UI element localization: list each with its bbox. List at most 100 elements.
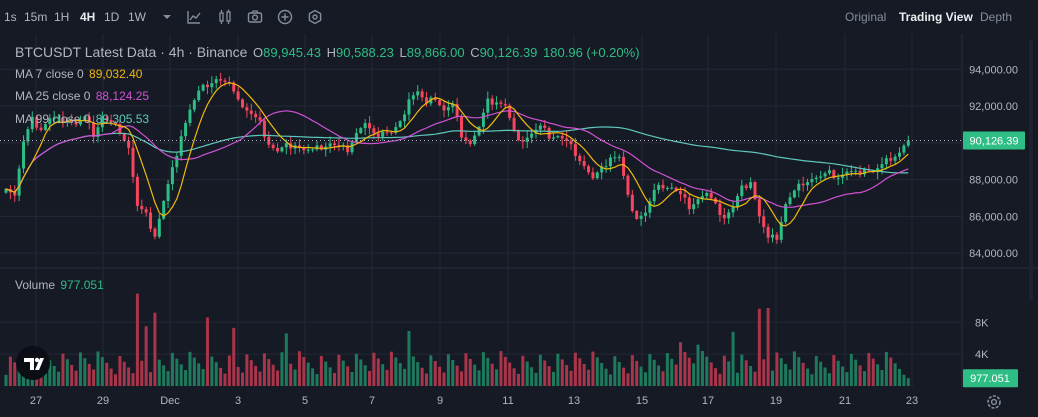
volume-bar[interactable]: [508, 362, 512, 386]
volume-bar[interactable]: [608, 374, 612, 386]
interval-4h[interactable]: 4H: [80, 10, 96, 24]
volume-bar[interactable]: [490, 363, 494, 386]
candle-body[interactable]: [96, 127, 100, 137]
candle-body[interactable]: [906, 140, 910, 146]
candle-body[interactable]: [836, 177, 840, 179]
volume-bar[interactable]: [109, 368, 113, 386]
volume-bar[interactable]: [468, 358, 472, 386]
candle-body[interactable]: [503, 103, 507, 106]
volume-bar[interactable]: [118, 356, 122, 386]
candle-body[interactable]: [731, 206, 735, 213]
candle-body[interactable]: [898, 152, 902, 157]
candle-body[interactable]: [530, 133, 534, 138]
candle-body[interactable]: [473, 135, 477, 145]
candle-body[interactable]: [819, 176, 823, 178]
candle-body[interactable]: [223, 80, 227, 83]
candle-body[interactable]: [810, 179, 814, 183]
candle-body[interactable]: [604, 166, 608, 168]
candle-body[interactable]: [556, 136, 560, 138]
volume-bar[interactable]: [315, 374, 319, 386]
candle-body[interactable]: [709, 193, 713, 199]
candle-body[interactable]: [205, 84, 209, 88]
candle-body[interactable]: [83, 116, 87, 121]
volume-bar[interactable]: [223, 373, 227, 386]
candle-body[interactable]: [407, 99, 411, 115]
candle-body[interactable]: [779, 221, 783, 240]
candle-body[interactable]: [757, 199, 761, 217]
candle-body[interactable]: [109, 120, 113, 123]
volume-bar[interactable]: [740, 354, 744, 386]
volume-bar[interactable]: [144, 326, 148, 386]
candle-body[interactable]: [451, 104, 455, 108]
volume-bar[interactable]: [530, 367, 534, 386]
candle-body[interactable]: [587, 166, 591, 173]
candle-body[interactable]: [753, 182, 757, 200]
candle-body[interactable]: [552, 137, 555, 139]
volume-bar[interactable]: [827, 373, 831, 386]
volume-bar[interactable]: [52, 365, 56, 386]
candle-body[interactable]: [26, 129, 30, 142]
volume-bar[interactable]: [819, 361, 823, 386]
volume-bar[interactable]: [394, 357, 398, 386]
candle-body[interactable]: [696, 199, 700, 205]
volume-bar[interactable]: [241, 372, 245, 386]
candle-body[interactable]: [486, 98, 490, 113]
volume-bar[interactable]: [687, 357, 691, 386]
volume-bar[interactable]: [389, 351, 393, 386]
volume-bar[interactable]: [718, 373, 722, 386]
candle-body[interactable]: [749, 182, 753, 189]
candle-body[interactable]: [333, 143, 336, 145]
volume-bar[interactable]: [516, 373, 520, 386]
volume-bar[interactable]: [547, 366, 551, 386]
volume-bar[interactable]: [762, 359, 766, 386]
volume-bar[interactable]: [403, 368, 407, 386]
candle-body[interactable]: [30, 116, 34, 130]
candle-body[interactable]: [416, 91, 420, 96]
volume-bar[interactable]: [83, 358, 87, 386]
candle-body[interactable]: [105, 117, 109, 121]
candle-body[interactable]: [376, 133, 380, 137]
candle-body[interactable]: [420, 91, 424, 98]
volume-bar[interactable]: [613, 356, 617, 386]
volume-bar[interactable]: [560, 359, 564, 386]
volume-bar[interactable]: [293, 369, 297, 386]
volume-bar[interactable]: [149, 372, 153, 386]
candle-body[interactable]: [78, 120, 82, 125]
volume-bar[interactable]: [262, 353, 266, 386]
volume-bar[interactable]: [876, 364, 880, 386]
candle-body[interactable]: [372, 128, 376, 134]
volume-bar[interactable]: [92, 369, 96, 386]
volume-bar[interactable]: [271, 364, 275, 386]
candle-body[interactable]: [521, 140, 525, 142]
volume-bar[interactable]: [214, 362, 218, 386]
candle-body[interactable]: [284, 143, 288, 148]
candle-body[interactable]: [538, 125, 542, 130]
candle-body[interactable]: [363, 123, 367, 129]
volume-bar[interactable]: [902, 374, 906, 386]
volume-bar[interactable]: [363, 365, 367, 386]
volume-bar[interactable]: [806, 368, 810, 386]
candle-body[interactable]: [22, 141, 26, 169]
volume-bar[interactable]: [188, 351, 192, 386]
candle-body[interactable]: [771, 234, 774, 238]
volume-bar[interactable]: [600, 362, 604, 386]
candle-body[interactable]: [573, 144, 577, 156]
candle-body[interactable]: [306, 149, 310, 151]
candle-body[interactable]: [788, 197, 792, 205]
candle-body[interactable]: [854, 170, 858, 172]
candle-body[interactable]: [201, 84, 205, 91]
candle-body[interactable]: [884, 158, 888, 165]
volume-bar[interactable]: [175, 358, 179, 386]
volume-bar[interactable]: [836, 360, 840, 386]
candle-body[interactable]: [460, 116, 464, 138]
candle-body[interactable]: [442, 105, 446, 111]
volume-bar[interactable]: [451, 359, 455, 386]
candle-body[interactable]: [100, 117, 104, 128]
candle-body[interactable]: [806, 182, 810, 186]
volume-bar[interactable]: [587, 369, 591, 386]
candle-body[interactable]: [328, 143, 332, 147]
volume-bar[interactable]: [350, 372, 354, 386]
volume-bar[interactable]: [297, 351, 301, 386]
volume-bar[interactable]: [319, 355, 323, 386]
volume-bar[interactable]: [446, 354, 450, 386]
